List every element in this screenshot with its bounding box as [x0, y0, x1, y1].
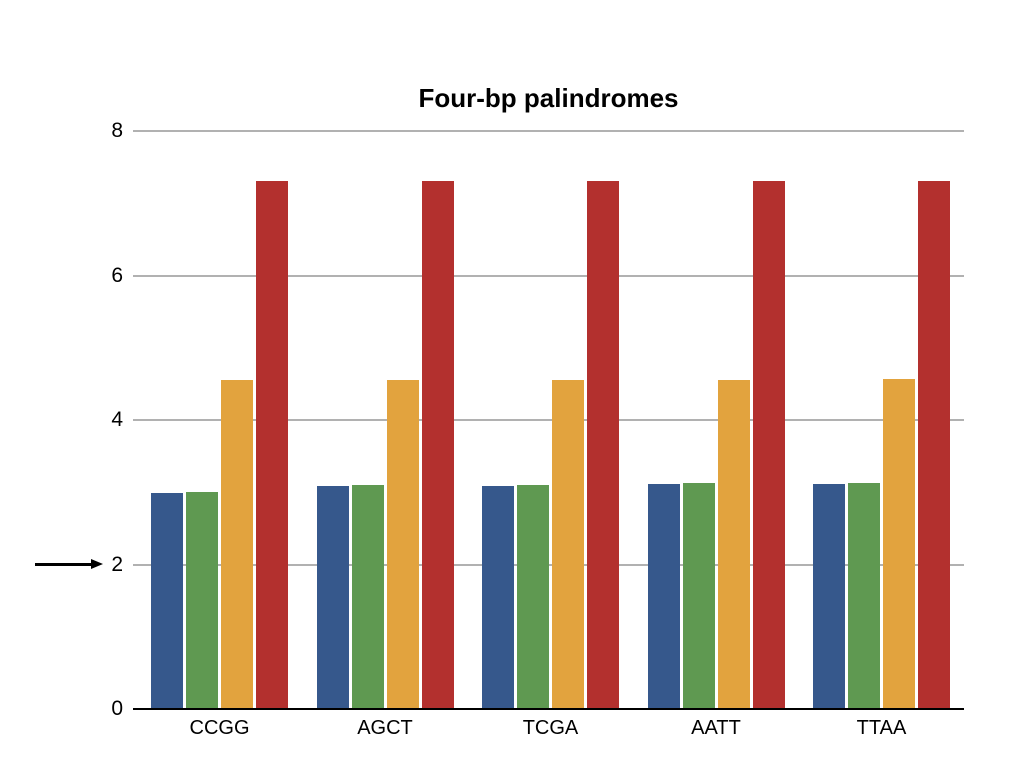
xtick-label-CCGG: CCGG	[189, 717, 250, 739]
bar-CCGG-series-orange	[221, 379, 253, 709]
bar-TCGA-series-green	[517, 485, 549, 709]
arrow-head-icon	[91, 559, 103, 569]
xtick-label-TTAA: TTAA	[856, 717, 907, 739]
gridline-y6	[133, 274, 964, 277]
ytick-label-2: 2	[111, 552, 123, 576]
bar-AGCT-series-blue	[316, 486, 349, 709]
bar-AATT-series-red	[752, 180, 785, 709]
bar-AATT-series-blue	[647, 483, 680, 709]
bar-TCGA-series-orange	[552, 379, 584, 709]
ytick-label-4: 4	[111, 408, 123, 431]
bar-TCGA-series-blue	[482, 486, 514, 709]
bar-AATT-series-orange	[717, 379, 750, 709]
chart-title: Four-bp palindromes	[418, 83, 679, 113]
bar-AGCT-series-green	[351, 485, 384, 709]
gridline-y8	[133, 130, 964, 132]
bar-CCGG-series-red	[256, 180, 288, 709]
plot-area	[133, 130, 964, 709]
ytick-label-0: 0	[111, 697, 123, 720]
xtick-label-AATT: AATT	[691, 717, 741, 739]
gridline-y4	[133, 419, 964, 421]
bar-TTAA-series-green	[848, 482, 880, 709]
bar-TTAA-series-orange	[883, 378, 915, 709]
xtick-label-AGCT: AGCT	[357, 717, 413, 739]
bar-AGCT-series-orange	[386, 379, 419, 709]
bar-TTAA-series-red	[918, 180, 950, 709]
arrow-line	[35, 563, 92, 566]
ytick-label-6: 6	[111, 263, 123, 287]
bar-TTAA-series-blue	[813, 484, 845, 709]
xtick-label-TCGA: TCGA	[522, 717, 579, 739]
ytick-label-8: 8	[111, 119, 123, 142]
x-axis-line	[133, 708, 964, 710]
bar-CCGG-series-blue	[151, 492, 183, 709]
bar-CCGG-series-green	[186, 491, 218, 709]
bar-AATT-series-green	[682, 482, 715, 709]
bar-TCGA-series-red	[587, 180, 619, 709]
bar-AGCT-series-red	[421, 180, 454, 709]
